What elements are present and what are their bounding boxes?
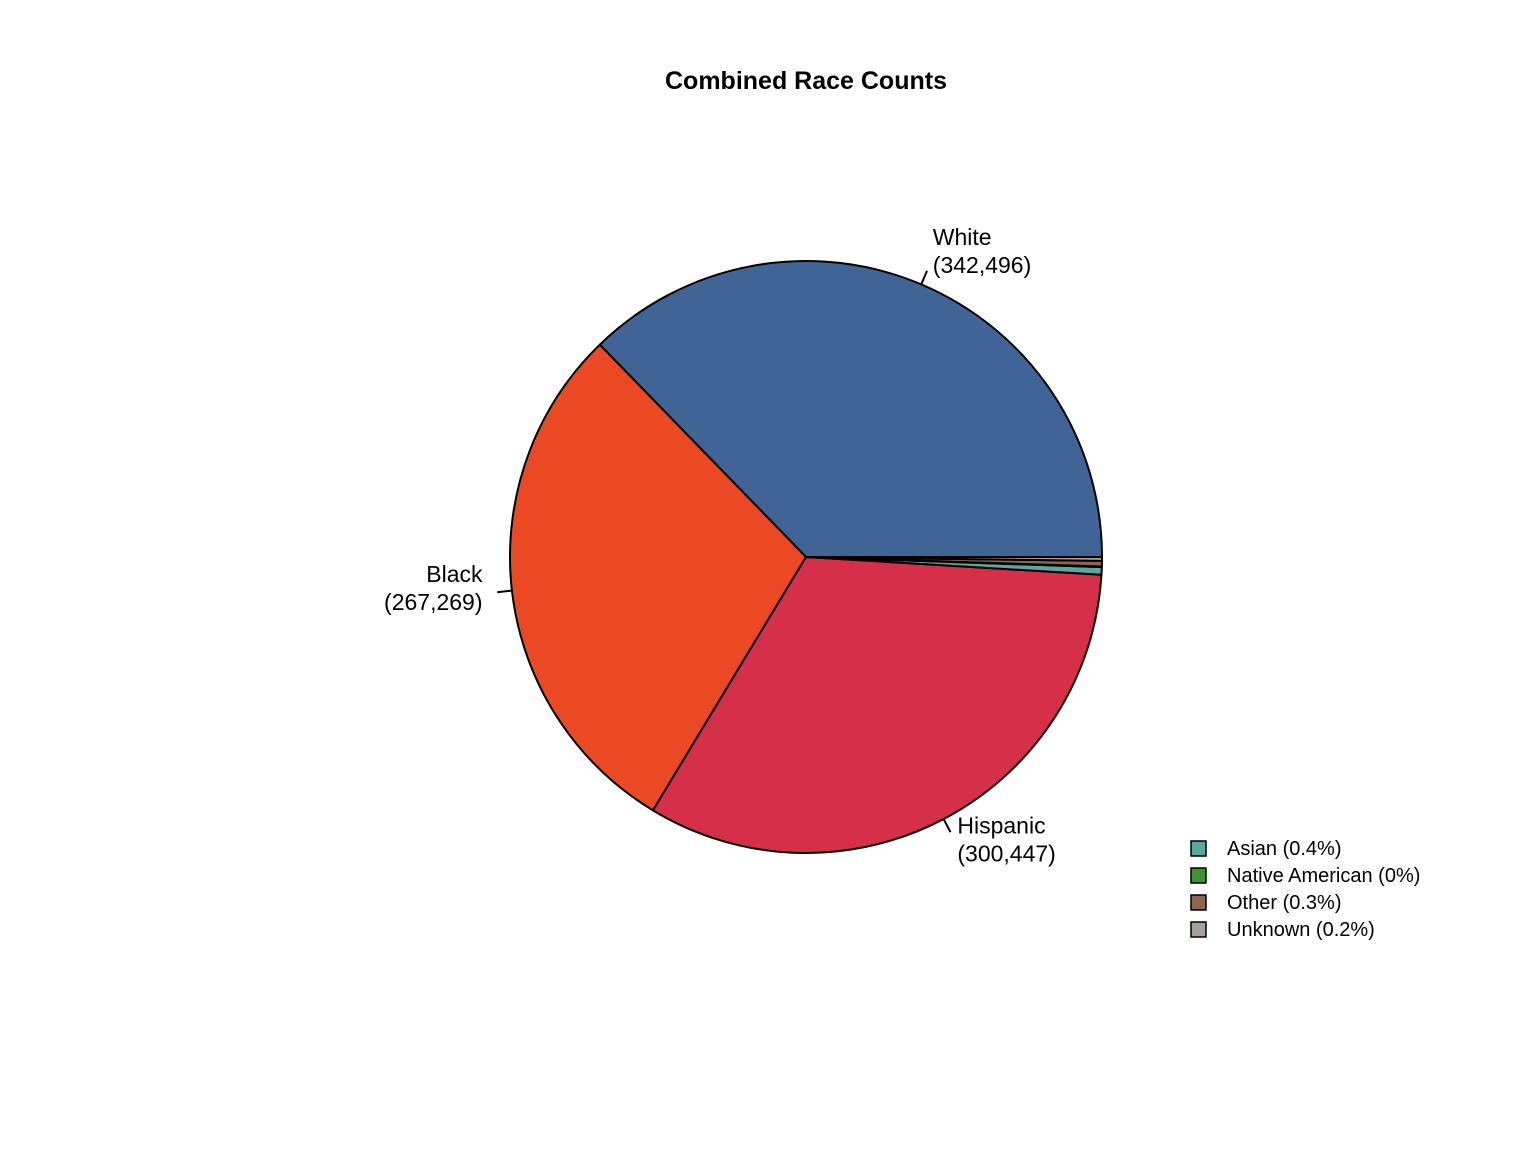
pie-slices	[509, 260, 1103, 854]
label-tick-white	[920, 270, 928, 285]
legend-swatch-unknown-0-2	[1190, 921, 1207, 938]
pie-slice-white	[598, 260, 1103, 558]
legend-swatch-other-0-3	[1190, 894, 1207, 911]
label-tick-hispanic	[942, 818, 952, 833]
slice-label-white-name: White	[933, 224, 992, 250]
legend-swatch-asian-0-4	[1190, 840, 1207, 857]
legend-label-native-american-0: Native American (0%)	[1227, 865, 1420, 887]
pie-slice-black	[509, 343, 807, 812]
pie-slice-unknown	[805, 556, 1103, 562]
slice-label-hispanic-name: Hispanic	[957, 812, 1045, 838]
legend-label-other-0-3: Other (0.3%)	[1227, 892, 1341, 914]
slice-label-black-value: (267,269)	[384, 589, 482, 615]
legend-label-asian-0-4: Asian (0.4%)	[1227, 838, 1342, 860]
legend-swatch-native-american-0	[1190, 867, 1207, 884]
slice-label-white-value: (342,496)	[933, 252, 1031, 278]
legend-label-unknown-0-2: Unknown (0.2%)	[1227, 919, 1375, 941]
pie-slice-hispanic	[651, 556, 1103, 854]
legend: Asian (0.4%) Native American (0%) Other (0…	[1190, 838, 1420, 941]
chart-title: Combined Race Counts	[665, 67, 947, 95]
label-tick-black	[497, 589, 513, 594]
slice-label-black-name: Black	[426, 561, 483, 587]
slice-label-hispanic-value: (300,447)	[957, 840, 1055, 866]
slice-labels: White(342,496) Black(267,269) Hispanic(300…	[384, 224, 1056, 866]
